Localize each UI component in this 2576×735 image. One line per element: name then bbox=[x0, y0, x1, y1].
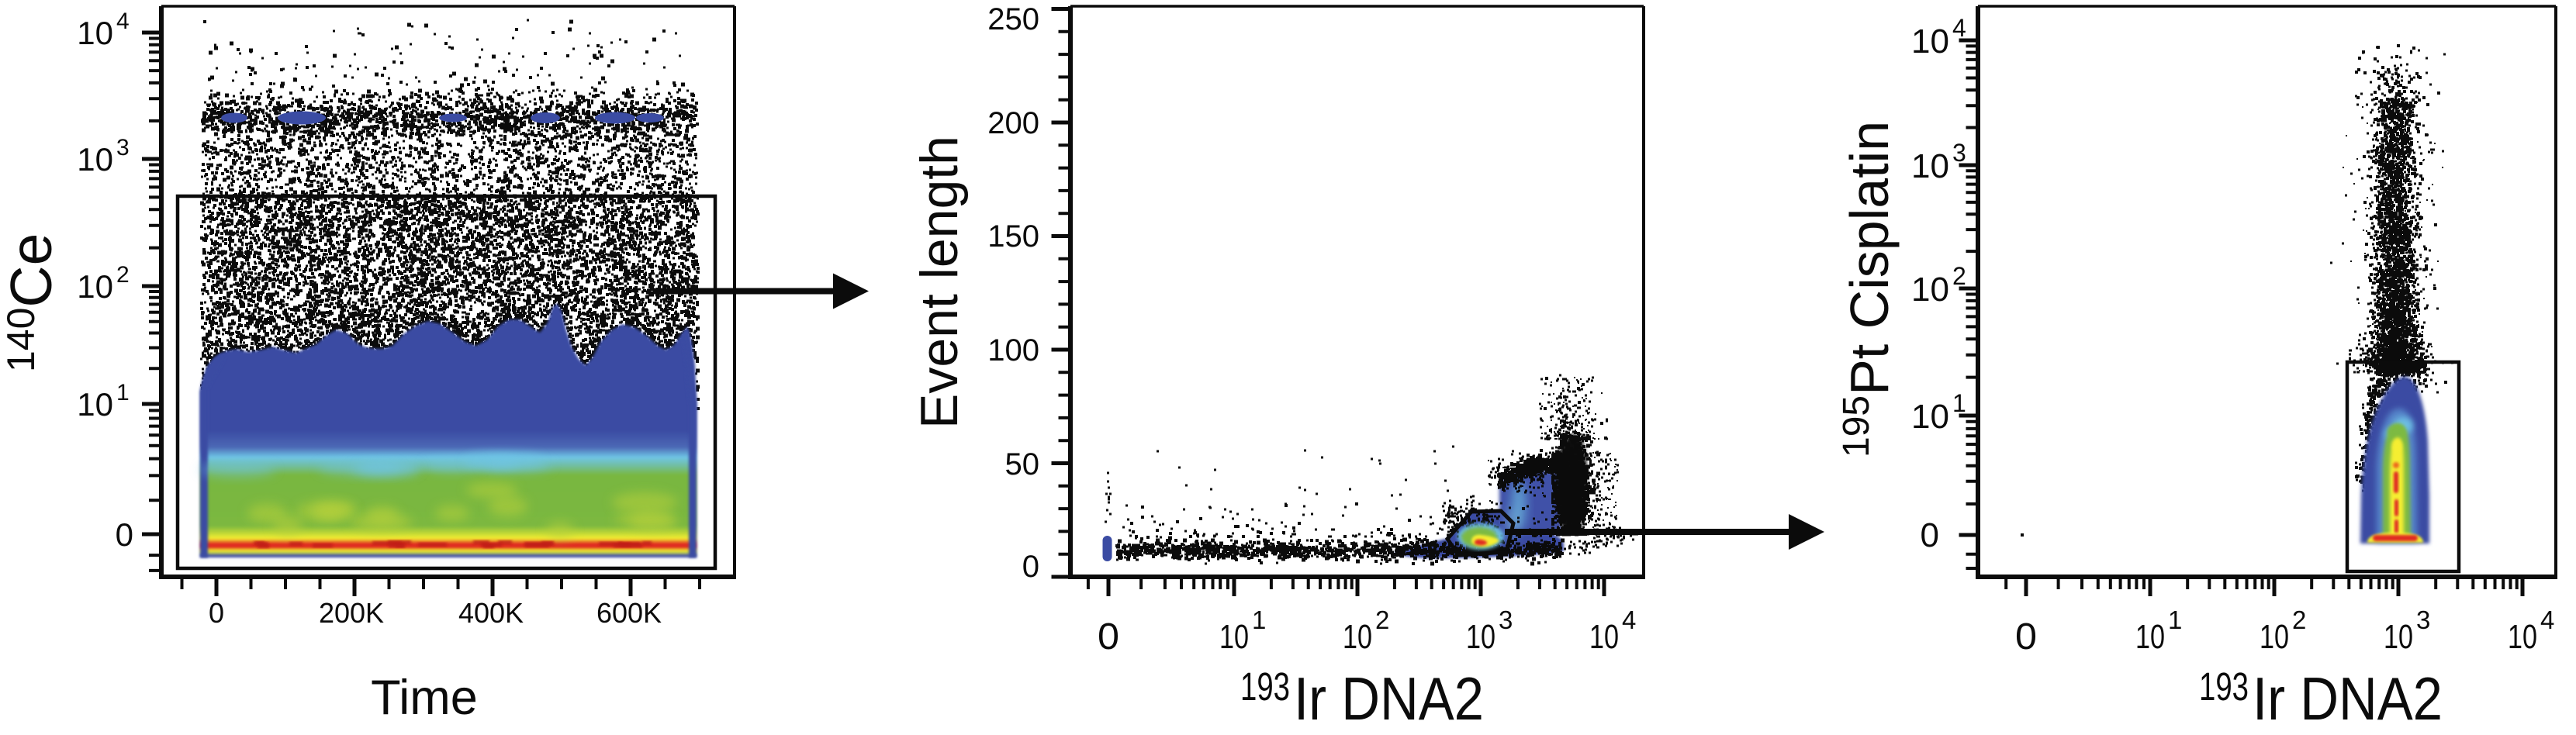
svg-text:100: 100 bbox=[987, 333, 1039, 368]
svg-text:400K: 400K bbox=[458, 597, 524, 629]
svg-text:10: 10 bbox=[1466, 618, 1495, 656]
svg-text:Time: Time bbox=[371, 671, 478, 725]
svg-text:2: 2 bbox=[2292, 606, 2306, 634]
svg-text:600K: 600K bbox=[596, 597, 662, 629]
svg-text:10: 10 bbox=[1911, 398, 1949, 436]
svg-text:10: 10 bbox=[1219, 618, 1249, 656]
svg-text:0: 0 bbox=[1022, 550, 1039, 584]
svg-text:1: 1 bbox=[2168, 606, 2182, 634]
svg-text:Event length: Event length bbox=[910, 136, 969, 429]
svg-text:10: 10 bbox=[1911, 147, 1949, 185]
svg-text:Ir DNA2: Ir DNA2 bbox=[1294, 664, 1484, 731]
svg-text:1: 1 bbox=[1952, 389, 1966, 417]
svg-text:4: 4 bbox=[1952, 14, 1966, 42]
svg-text:10: 10 bbox=[77, 386, 113, 423]
svg-text:10: 10 bbox=[2135, 618, 2165, 656]
svg-text:0: 0 bbox=[209, 597, 224, 629]
svg-text:1: 1 bbox=[1252, 606, 1266, 634]
svg-text:10: 10 bbox=[1911, 271, 1949, 309]
svg-text:250: 250 bbox=[987, 2, 1039, 36]
svg-text:10: 10 bbox=[2384, 618, 2413, 656]
svg-text:10: 10 bbox=[1343, 618, 1372, 656]
svg-text:10: 10 bbox=[2508, 618, 2537, 656]
svg-text:1: 1 bbox=[116, 380, 130, 405]
svg-text:3: 3 bbox=[116, 135, 130, 160]
svg-text:10: 10 bbox=[2260, 618, 2289, 656]
svg-text:4: 4 bbox=[1622, 606, 1636, 634]
svg-text:10: 10 bbox=[77, 268, 113, 305]
svg-text:10: 10 bbox=[1589, 618, 1619, 656]
svg-text:Ir DNA2: Ir DNA2 bbox=[2253, 664, 2443, 731]
svg-text:0: 0 bbox=[1921, 516, 1939, 554]
svg-text:0: 0 bbox=[1098, 616, 1119, 657]
svg-text:200: 200 bbox=[987, 106, 1039, 140]
svg-text:2: 2 bbox=[1952, 262, 1966, 290]
svg-text:200K: 200K bbox=[319, 597, 384, 629]
svg-text:10: 10 bbox=[77, 141, 113, 178]
svg-text:140Ce: 140Ce bbox=[0, 233, 64, 372]
svg-text:4: 4 bbox=[2540, 606, 2554, 634]
svg-text:3: 3 bbox=[2416, 606, 2430, 634]
svg-text:195Pt Cisplatin: 195Pt Cisplatin bbox=[1836, 121, 1900, 457]
svg-text:10: 10 bbox=[77, 15, 113, 51]
svg-text:193: 193 bbox=[2199, 664, 2249, 709]
svg-text:3: 3 bbox=[1499, 606, 1513, 634]
svg-text:0: 0 bbox=[2015, 616, 2037, 657]
svg-text:50: 50 bbox=[1005, 447, 1040, 481]
svg-text:4: 4 bbox=[116, 9, 130, 34]
svg-text:2: 2 bbox=[116, 262, 130, 288]
svg-text:150: 150 bbox=[987, 219, 1039, 254]
svg-text:2: 2 bbox=[1375, 606, 1389, 634]
svg-text:3: 3 bbox=[1952, 139, 1966, 167]
svg-text:0: 0 bbox=[116, 516, 133, 553]
svg-text:193: 193 bbox=[1240, 664, 1290, 709]
svg-text:10: 10 bbox=[1911, 22, 1949, 60]
